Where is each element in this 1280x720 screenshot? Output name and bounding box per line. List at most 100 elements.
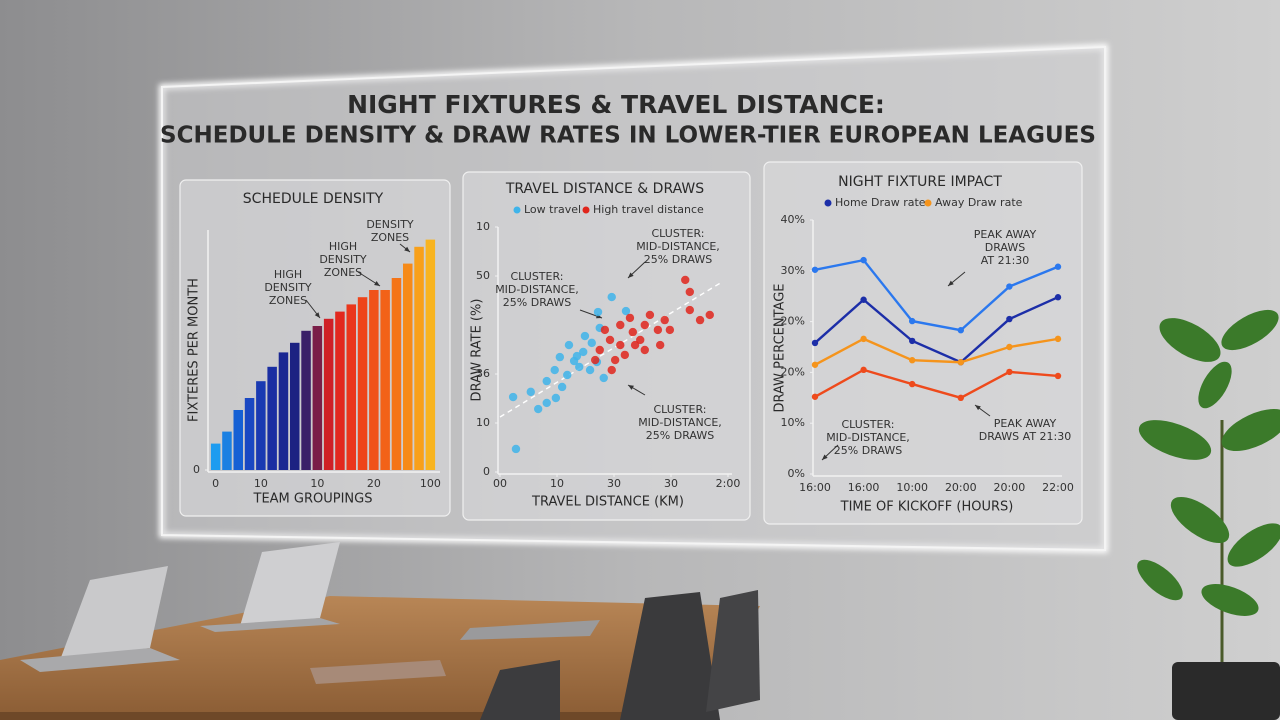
chart: NIGHT FIXTURE IMPACT DRAW PERCENTAGE TIME … <box>773 174 1074 515</box>
x-tick-label: 30 <box>664 477 678 490</box>
page-subtitle: SCHEDULE DENSITY & DRAW RATES IN LOWER-T… <box>160 123 1096 149</box>
chart-title: SCHEDULE DENSITY <box>243 191 384 207</box>
y-tick-label: 10% <box>781 416 805 429</box>
annotation: 25% DRAWS <box>644 253 712 266</box>
room <box>0 309 1280 720</box>
annotation: DRAWS <box>985 241 1025 254</box>
laptop <box>240 542 340 626</box>
annotation: DENSITY <box>319 253 367 266</box>
y-tick-label: 10 <box>476 416 490 429</box>
chair <box>480 660 560 720</box>
line-point <box>811 266 819 273</box>
bar <box>233 410 243 470</box>
scatter-point <box>599 373 608 383</box>
x-tick-label: 10 <box>310 477 324 490</box>
legend-label: Home Draw rate <box>835 196 926 209</box>
bar <box>414 246 424 470</box>
annotation: ZONES <box>269 294 307 307</box>
scatter-point <box>616 340 625 350</box>
y-tick-label: 0 <box>193 463 200 476</box>
annotation-arrowhead <box>404 246 410 252</box>
line-point <box>1054 335 1062 343</box>
line-series <box>814 258 1059 332</box>
line-series <box>814 337 1059 366</box>
bar <box>357 297 368 470</box>
annotation: CLUSTER: <box>652 227 705 240</box>
scatter-point <box>526 387 535 397</box>
annotation: ZONES <box>371 231 409 244</box>
annotation-arrowhead <box>374 281 380 286</box>
annotation: CLUSTER: <box>654 403 707 416</box>
scatter-point <box>655 340 665 350</box>
annotation: DENSITY <box>366 218 414 231</box>
scatter-point <box>555 352 565 362</box>
bar <box>267 366 277 470</box>
scatter-point <box>542 376 551 386</box>
y-tick-label: 30% <box>781 264 805 277</box>
annotation: MID-DISTANCE, <box>826 431 910 444</box>
plant-leaves <box>1137 309 1280 616</box>
page-title: NIGHT FIXTURES & TRAVEL DISTANCE: <box>347 90 885 119</box>
tablet <box>310 660 446 684</box>
legend-label: Low travel <box>524 203 581 216</box>
line-series <box>814 296 1059 364</box>
annotation: DRAWS AT 21:30 <box>979 430 1072 443</box>
line-point <box>811 361 819 368</box>
scatter-point <box>607 365 616 375</box>
bar <box>380 290 390 470</box>
y-tick-label: 50 <box>476 269 490 282</box>
bar <box>391 278 402 470</box>
annotation: 25% DRAWS <box>646 429 714 442</box>
y-axis-label: FIXTERES PER MONTH <box>187 278 202 422</box>
x-tick-label: 0 <box>212 477 219 490</box>
scatter-point <box>695 315 705 325</box>
scatter-point <box>705 310 714 320</box>
line-point <box>909 317 916 325</box>
scatter-point <box>653 325 663 335</box>
annotation: HIGH <box>274 268 302 281</box>
scatter-point <box>610 355 620 365</box>
laptop <box>20 648 180 672</box>
scatter-point <box>630 340 640 350</box>
x-axis-label: TIME OF KICKOFF (HOURS) <box>840 500 1014 515</box>
line-point <box>860 296 867 303</box>
scatter-point <box>628 327 638 337</box>
y-tick-label: 0 <box>483 465 490 478</box>
bar <box>369 290 379 470</box>
scatter-point <box>640 345 649 355</box>
line-point <box>811 339 819 347</box>
bar <box>403 263 413 470</box>
tablet <box>460 620 600 640</box>
annotation-arrowhead <box>628 385 634 390</box>
line-point <box>860 366 867 374</box>
y-tick-label: 20% <box>781 315 805 328</box>
annotation: AT 21:30 <box>981 254 1030 267</box>
x-tick-label: 20 <box>367 477 381 490</box>
annotation-arrowhead <box>314 312 320 318</box>
x-tick-label: 100 <box>420 477 441 490</box>
scatter-point <box>585 365 595 375</box>
y-tick-label: 20% <box>781 365 805 378</box>
scatter-point <box>616 320 625 330</box>
line-point <box>909 357 916 364</box>
annotation: ZONES <box>324 266 362 279</box>
annotation: MID-DISTANCE, <box>495 283 579 296</box>
scatter-point <box>550 365 559 375</box>
bar <box>256 381 266 470</box>
x-tick-label: 10 <box>254 477 268 490</box>
scatter-point <box>551 393 561 403</box>
scatter-point <box>600 325 610 335</box>
laptop <box>200 618 340 632</box>
bar <box>301 330 311 470</box>
line-point <box>1054 372 1062 380</box>
line-point <box>811 393 819 400</box>
legend-swatch <box>582 206 590 214</box>
annotation-arrowhead <box>975 405 981 411</box>
x-tick-label: 16:00 <box>799 481 831 494</box>
x-tick-label: 10 <box>550 477 564 490</box>
chair <box>706 590 760 712</box>
bar <box>312 326 323 470</box>
bar <box>290 342 300 470</box>
scatter-point <box>508 392 518 402</box>
